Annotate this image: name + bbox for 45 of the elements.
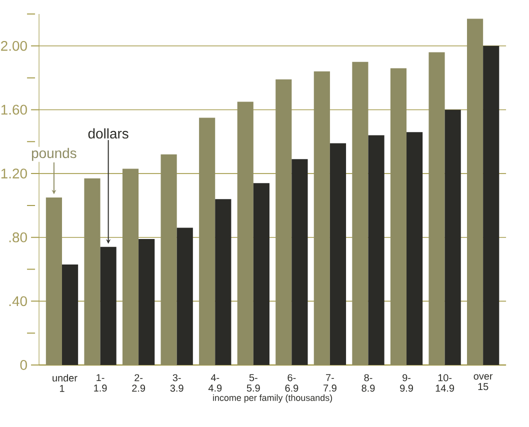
bar xyxy=(466,18,484,365)
y-tick-label: 1.60 xyxy=(1,104,27,115)
bar xyxy=(237,102,254,365)
y-tick-label: .80 xyxy=(9,232,27,242)
bar xyxy=(314,71,330,365)
x-tick-label: 10- 14.9 xyxy=(436,374,454,392)
bar xyxy=(406,132,423,365)
bar xyxy=(483,46,500,365)
y-tick-label: 1.20 xyxy=(1,168,27,178)
bar xyxy=(176,228,193,365)
bar xyxy=(100,246,116,365)
x-tick-label: 6- 6.9 xyxy=(285,374,298,392)
bar xyxy=(138,238,155,365)
x-tick-label: 9- 9.9 xyxy=(400,374,413,392)
bar xyxy=(390,68,407,365)
bar xyxy=(444,110,461,365)
bar xyxy=(428,52,445,365)
y-tick-label: 0 xyxy=(20,360,27,370)
bar xyxy=(292,159,308,365)
x-tick-label: over 15 xyxy=(474,374,493,390)
x-tick-label: 5- 5.9 xyxy=(246,374,260,392)
bar xyxy=(352,62,368,365)
series-label: pounds xyxy=(32,148,76,161)
bar xyxy=(215,199,232,365)
bar xyxy=(253,183,270,365)
y-tick-label: 2.00 xyxy=(1,40,27,51)
x-tick-label: 3- 3.9 xyxy=(170,374,184,392)
x-axis-title: income per family (thousands) xyxy=(213,394,332,403)
x-tick-label: 1- 1.9 xyxy=(94,374,107,392)
bar xyxy=(160,154,177,365)
y-tick-label: .40 xyxy=(9,296,27,306)
bar xyxy=(62,264,78,365)
x-tick-label: under 1 xyxy=(52,374,78,392)
bar xyxy=(122,168,139,365)
text: dollars xyxy=(88,128,128,139)
bar xyxy=(276,79,292,365)
x-tick-label: 8- 8.9 xyxy=(362,374,375,392)
x-tick-label: 2- 2.9 xyxy=(132,374,146,392)
bar xyxy=(330,143,346,365)
bar xyxy=(368,135,384,365)
bar xyxy=(84,178,100,365)
bar xyxy=(199,118,216,365)
x-tick-label: 4- 4.9 xyxy=(208,374,222,392)
x-tick-label: 7- 7.9 xyxy=(324,374,336,392)
bar xyxy=(46,197,62,365)
